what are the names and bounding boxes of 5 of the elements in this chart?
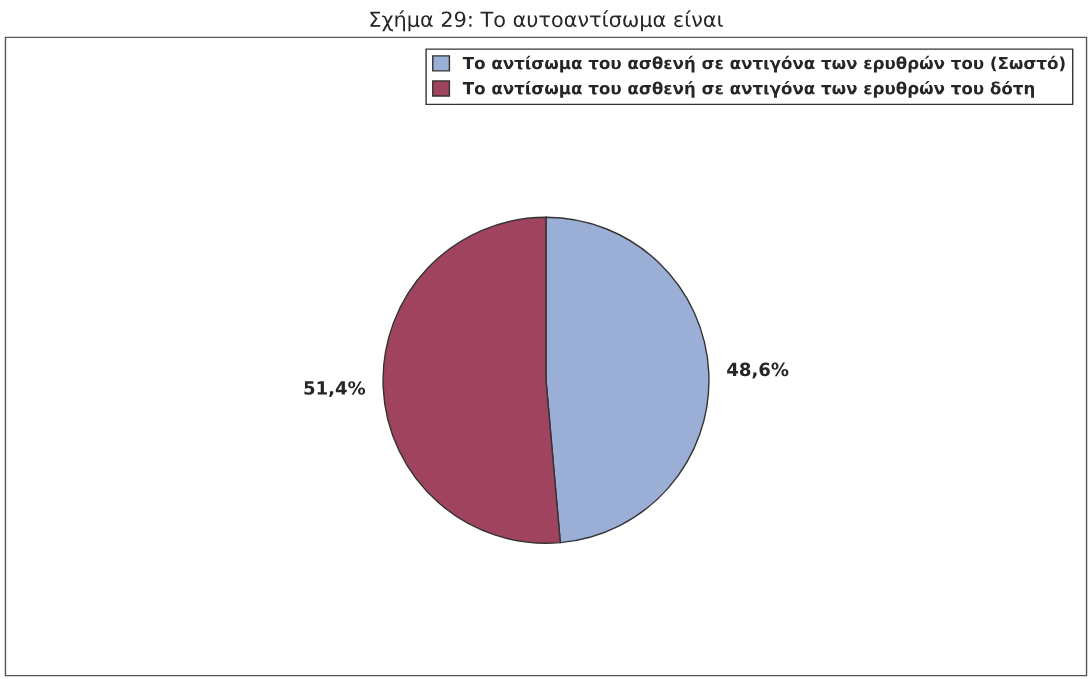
data-label: 51,4% [304, 381, 366, 398]
legend-label: Το αντίσωμα του ασθενή σε αντιγόνα των ερυθρών του δότη [462, 80, 1035, 98]
chart-title: Σχήμα 29: Το αυτοαντίσωμα είναι [370, 10, 723, 32]
data-label: 48,6% [727, 362, 789, 379]
legend-label: Το αντίσωμα του ασθενή σε αντιγόνα των ερυθρών του (Σωστό) [462, 55, 1065, 73]
